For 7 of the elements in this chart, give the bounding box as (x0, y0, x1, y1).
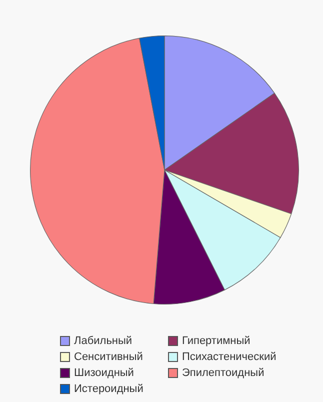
legend-label: Шизоидный (74, 366, 134, 380)
legend-label: Эпилептоидный (182, 366, 264, 380)
legend-label: Сенситивный (74, 350, 143, 364)
legend-label: Гипертимный (182, 334, 250, 348)
legend-label: Лабильный (74, 334, 132, 348)
legend-label: Истероидный (74, 382, 144, 396)
legend-label: Психастенический (182, 350, 276, 364)
